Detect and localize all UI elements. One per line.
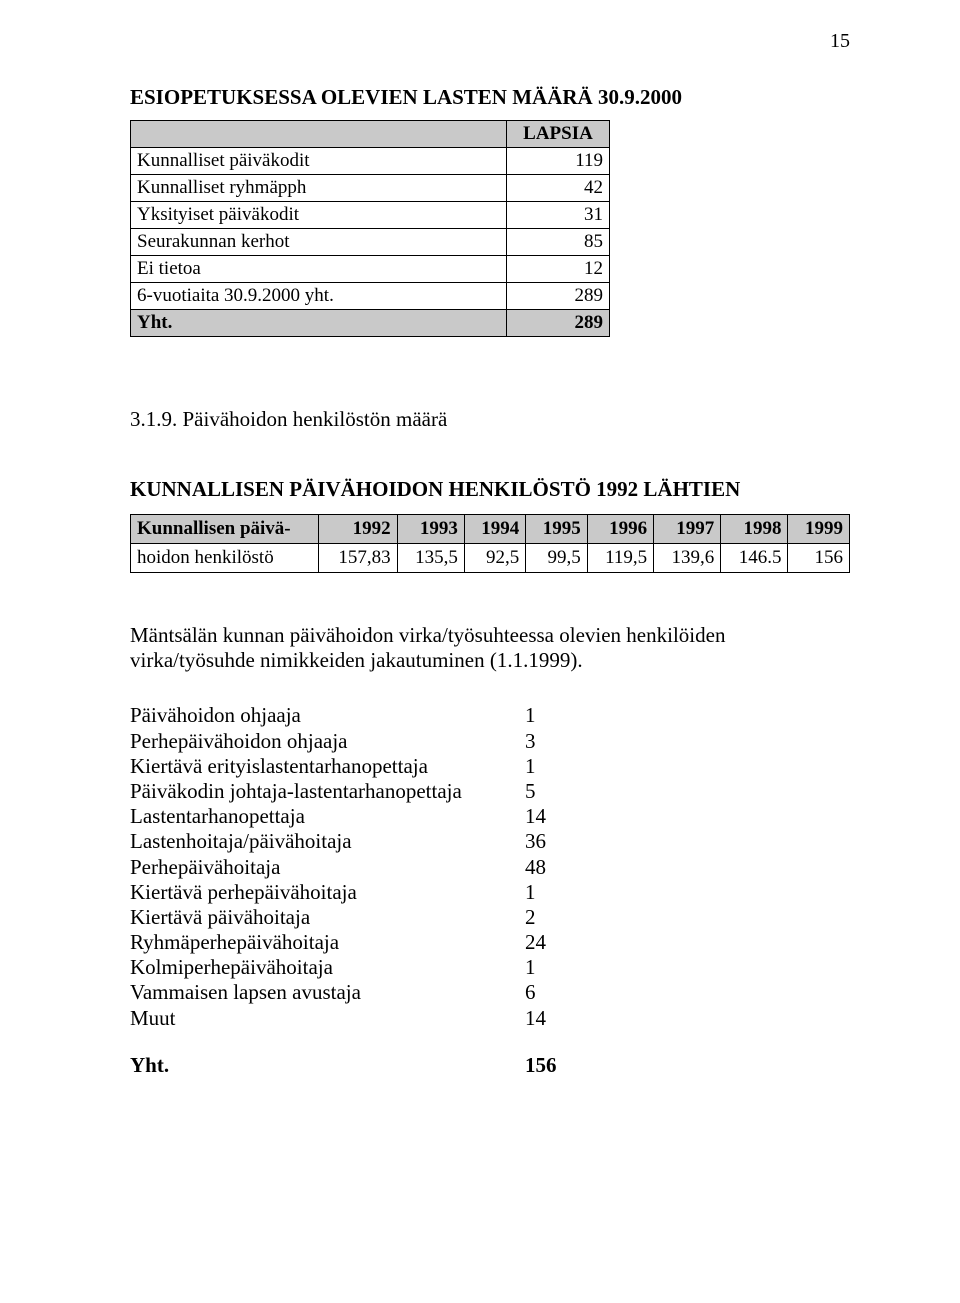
role-value: 1: [525, 754, 585, 779]
role-label: Päiväkodin johtaja-lastentarhanopettaja: [130, 779, 525, 804]
cell-label: Seurakunnan kerhot: [131, 229, 507, 256]
role-row: Ryhmäperhepäivähoitaja 24: [130, 930, 850, 955]
table-row: Kunnalliset ryhmäpph 42: [131, 175, 610, 202]
table-row: hoidon henkilöstö 157,83 135,5 92,5 99,5…: [131, 544, 850, 573]
cell-label: Kunnalliset ryhmäpph: [131, 175, 507, 202]
role-label: Lastenhoitaja/päivähoitaja: [130, 829, 525, 854]
role-row: Muut 14: [130, 1006, 850, 1031]
role-value: 6: [525, 980, 585, 1005]
role-label: Kolmiperhepäivähoitaja: [130, 955, 525, 980]
role-row: Lastenhoitaja/päivähoitaja 36: [130, 829, 850, 854]
role-row: Perhepäivähoitaja 48: [130, 855, 850, 880]
year-header: 1996: [587, 515, 653, 544]
table-total-row: Yht. 289: [131, 310, 610, 337]
page-number: 15: [830, 30, 850, 53]
table-row: 6-vuotiaita 30.9.2000 yht. 289: [131, 283, 610, 310]
role-value: 5: [525, 779, 585, 804]
table-header-row: LAPSIA: [131, 121, 610, 148]
role-value: 3: [525, 729, 585, 754]
cell-value: 92,5: [464, 544, 525, 573]
cell-total-label: Yht.: [131, 310, 507, 337]
cell-label: Kunnalliset päiväkodit: [131, 148, 507, 175]
role-value: 14: [525, 1006, 585, 1031]
year-header: 1997: [654, 515, 721, 544]
table-row: Seurakunnan kerhot 85: [131, 229, 610, 256]
year-header: 1998: [721, 515, 788, 544]
cell-value: 12: [507, 256, 610, 283]
main-title: ESIOPETUKSESSA OLEVIEN LASTEN MÄÄRÄ 30.9…: [130, 85, 850, 110]
role-row: Perhepäivähoidon ohjaaja 3: [130, 729, 850, 754]
role-total-value: 156: [525, 1053, 585, 1078]
role-value: 1: [525, 955, 585, 980]
table-header-lapsia: LAPSIA: [507, 121, 610, 148]
paragraph: Mäntsälän kunnan päivähoidon virka/työsu…: [130, 623, 770, 673]
cell-value: 119: [507, 148, 610, 175]
cell-value: 146.5: [721, 544, 788, 573]
role-row: Päivähoidon ohjaaja 1: [130, 703, 850, 728]
role-value: 48: [525, 855, 585, 880]
table-row: Ei tietoa 12: [131, 256, 610, 283]
role-value: 36: [525, 829, 585, 854]
cell-value: 42: [507, 175, 610, 202]
cell-label: 6-vuotiaita 30.9.2000 yht.: [131, 283, 507, 310]
table-header-empty: [131, 121, 507, 148]
role-total-label: Yht.: [130, 1053, 525, 1078]
year-header: 1994: [464, 515, 525, 544]
cell-value: 119,5: [587, 544, 653, 573]
cell-value: 289: [507, 283, 610, 310]
row-header-line2: hoidon henkilöstö: [131, 544, 319, 573]
cell-value: 139,6: [654, 544, 721, 573]
table2-title: KUNNALLISEN PÄIVÄHOIDON HENKILÖSTÖ 1992 …: [130, 477, 850, 502]
role-label: Kiertävä päivähoitaja: [130, 905, 525, 930]
role-value: 1: [525, 703, 585, 728]
year-header: 1999: [788, 515, 850, 544]
role-label: Perhepäivähoidon ohjaaja: [130, 729, 525, 754]
year-header: 1993: [397, 515, 464, 544]
role-row: Lastentarhanopettaja 14: [130, 804, 850, 829]
cell-value: 157,83: [319, 544, 398, 573]
cell-value: 156: [788, 544, 850, 573]
cell-value: 85: [507, 229, 610, 256]
role-row: Kiertävä päivähoitaja 2: [130, 905, 850, 930]
role-total-row: Yht. 156: [130, 1053, 850, 1078]
subsection-title: 3.1.9. Päivähoidon henkilöstön määrä: [130, 407, 850, 432]
role-list: Päivähoidon ohjaaja 1 Perhepäivähoidon o…: [130, 703, 850, 1078]
role-value: 1: [525, 880, 585, 905]
table-header-row: Kunnallisen päivä- 1992 1993 1994 1995 1…: [131, 515, 850, 544]
role-label: Muut: [130, 1006, 525, 1031]
cell-value: 135,5: [397, 544, 464, 573]
role-row: Kiertävä perhepäivähoitaja 1: [130, 880, 850, 905]
page: 15 ESIOPETUKSESSA OLEVIEN LASTEN MÄÄRÄ 3…: [0, 0, 960, 1303]
table-henkilosto: Kunnallisen päivä- 1992 1993 1994 1995 1…: [130, 514, 850, 573]
cell-value: 31: [507, 202, 610, 229]
role-row: Kiertävä erityislastentarhanopettaja 1: [130, 754, 850, 779]
role-value: 2: [525, 905, 585, 930]
role-label: Vammaisen lapsen avustaja: [130, 980, 525, 1005]
table-row: Kunnalliset päiväkodit 119: [131, 148, 610, 175]
cell-label: Yksityiset päiväkodit: [131, 202, 507, 229]
role-label: Päivähoidon ohjaaja: [130, 703, 525, 728]
cell-total-value: 289: [507, 310, 610, 337]
cell-label: Ei tietoa: [131, 256, 507, 283]
role-label: Lastentarhanopettaja: [130, 804, 525, 829]
table-esiopetus: LAPSIA Kunnalliset päiväkodit 119 Kunnal…: [130, 120, 610, 337]
role-value: 14: [525, 804, 585, 829]
row-header-line1: Kunnallisen päivä-: [131, 515, 319, 544]
role-label: Perhepäivähoitaja: [130, 855, 525, 880]
role-label: Kiertävä perhepäivähoitaja: [130, 880, 525, 905]
role-value: 24: [525, 930, 585, 955]
role-row: Päiväkodin johtaja-lastentarhanopettaja …: [130, 779, 850, 804]
year-header: 1992: [319, 515, 398, 544]
table-row: Yksityiset päiväkodit 31: [131, 202, 610, 229]
role-row: Kolmiperhepäivähoitaja 1: [130, 955, 850, 980]
year-header: 1995: [526, 515, 587, 544]
role-row: Vammaisen lapsen avustaja 6: [130, 980, 850, 1005]
role-label: Ryhmäperhepäivähoitaja: [130, 930, 525, 955]
role-label: Kiertävä erityislastentarhanopettaja: [130, 754, 525, 779]
cell-value: 99,5: [526, 544, 587, 573]
